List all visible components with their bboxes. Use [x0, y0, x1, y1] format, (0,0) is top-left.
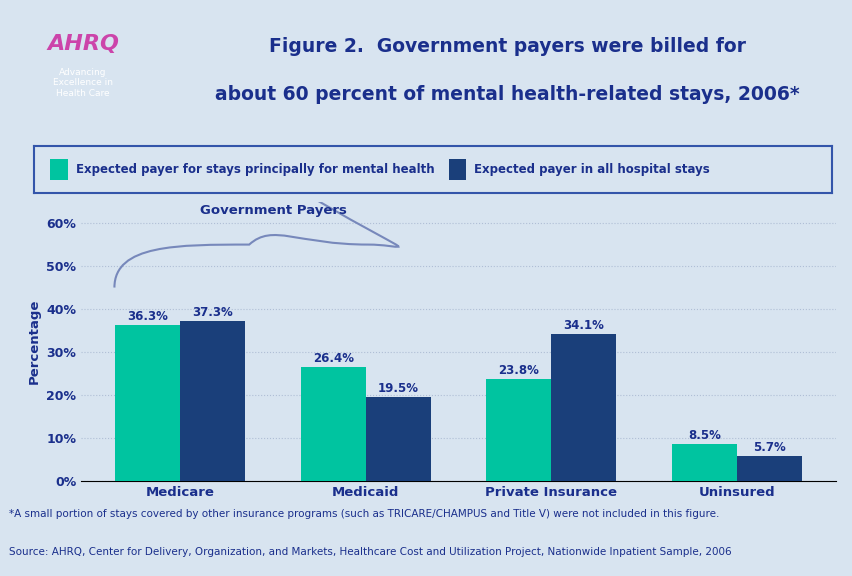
Y-axis label: Percentage: Percentage — [27, 298, 41, 384]
Bar — [671, 445, 736, 481]
Text: Figure 2.  Government payers were billed for: Figure 2. Government payers were billed … — [268, 37, 746, 55]
Text: 8.5%: 8.5% — [687, 429, 720, 442]
Text: AHRQ: AHRQ — [47, 34, 119, 54]
Text: *A small portion of stays covered by other insurance programs (such as TRICARE/C: *A small portion of stays covered by oth… — [9, 509, 718, 520]
Text: 19.5%: 19.5% — [377, 382, 418, 395]
Bar — [180, 321, 245, 481]
Bar — [550, 335, 615, 481]
Text: about 60 percent of mental health-related stays, 2006*: about 60 percent of mental health-relate… — [215, 85, 799, 104]
Text: 26.4%: 26.4% — [313, 353, 354, 365]
Bar — [50, 159, 67, 180]
Text: Advancing
Excellence in
Health Care: Advancing Excellence in Health Care — [53, 68, 113, 98]
Bar — [366, 397, 430, 481]
Text: Expected payer in all hospital stays: Expected payer in all hospital stays — [474, 163, 709, 176]
Bar — [486, 378, 550, 481]
Text: 34.1%: 34.1% — [562, 319, 603, 332]
Bar — [448, 159, 466, 180]
Text: Government Payers: Government Payers — [199, 204, 346, 217]
Text: Expected payer for stays principally for mental health: Expected payer for stays principally for… — [76, 163, 434, 176]
Text: 5.7%: 5.7% — [752, 441, 785, 454]
Bar — [115, 325, 180, 481]
Text: 36.3%: 36.3% — [127, 310, 168, 323]
Bar — [301, 367, 366, 481]
Text: Source: AHRQ, Center for Delivery, Organization, and Markets, Healthcare Cost an: Source: AHRQ, Center for Delivery, Organ… — [9, 547, 730, 557]
Text: 37.3%: 37.3% — [192, 305, 233, 319]
Text: 23.8%: 23.8% — [498, 363, 538, 377]
Bar — [736, 456, 801, 481]
